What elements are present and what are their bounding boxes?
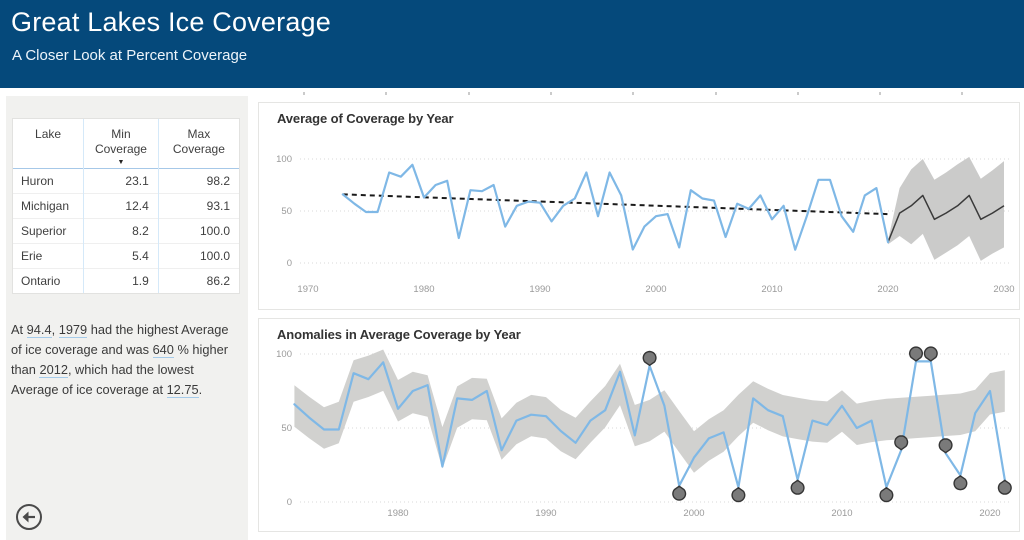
y-tick-label: 0: [287, 258, 292, 269]
ruler-mark: [467, 92, 470, 95]
anomaly-marker[interactable]: [672, 485, 687, 501]
insight-value: 12.75: [166, 382, 199, 398]
x-tick-label: 2000: [683, 508, 704, 519]
column-header-label: Min Coverage: [94, 127, 147, 156]
lake-coverage-table: Lake Min Coverage ▼ Max Coverage Huron 23.1 9…: [13, 119, 239, 293]
ruler-mark: [549, 92, 552, 95]
table-cell: 5.4: [83, 243, 159, 269]
table-cell: Michigan: [21, 199, 70, 213]
anomaly-marker[interactable]: [731, 486, 746, 503]
table-row-huron[interactable]: Huron 23.1 98.2: [13, 168, 239, 194]
canvas-ruler-marks: [258, 92, 1020, 96]
column-header-min-coverage[interactable]: Min Coverage ▼: [83, 119, 159, 169]
table-cell: Ontario: [21, 274, 61, 288]
table-cell: Huron: [21, 174, 54, 188]
table-cell: 8.2: [83, 218, 159, 244]
table-cell: 93.1: [157, 193, 239, 219]
anomaly-marker[interactable]: [938, 438, 953, 454]
forecast-confidence-band: [888, 156, 1004, 261]
x-tick-label: 2010: [761, 284, 782, 295]
insight-text: .: [198, 382, 203, 397]
ruler-mark: [385, 92, 388, 95]
y-tick-label: 100: [276, 349, 292, 360]
left-sidebar: Lake Min Coverage ▼ Max Coverage Huron 23.1 9…: [6, 96, 248, 540]
x-tick-label: 1990: [535, 508, 556, 519]
column-header-lake[interactable]: Lake: [13, 119, 84, 169]
anomaly-marker[interactable]: [923, 346, 938, 362]
column-header-label: Max Coverage: [172, 127, 225, 156]
table-row-ontario[interactable]: Ontario 1.9 86.2: [13, 268, 239, 293]
insight-text: had the highest Average of ice coverage …: [11, 322, 229, 357]
table-cell: Superior: [21, 224, 67, 238]
report-header: Great Lakes Ice Coverage A Closer Look a…: [0, 0, 1024, 88]
page-title: Great Lakes Ice Coverage: [11, 7, 331, 37]
x-tick-label: 1990: [529, 284, 550, 295]
y-tick-label: 50: [281, 206, 292, 217]
coverage-line: [341, 163, 890, 251]
ruler-mark: [879, 92, 882, 95]
sort-descending-icon[interactable]: ▼: [117, 159, 125, 166]
anomaly-marker[interactable]: [790, 479, 805, 495]
anomaly-marker[interactable]: [879, 486, 894, 503]
x-tick-label: 2030: [993, 284, 1014, 295]
forecast-line: [887, 194, 1005, 243]
column-header-label: Lake: [35, 127, 62, 141]
anomaly-marker[interactable]: [894, 435, 909, 451]
insight-text: , which had the lowest Average of ice co…: [11, 362, 194, 397]
y-tick-label: 0: [287, 497, 292, 508]
coverage-by-year-chart-card: Average of Coverage by Year 0 50 100 1970 19…: [258, 102, 1020, 310]
x-tick-label: 1980: [413, 284, 434, 295]
page-subtitle: A Closer Look at Percent Coverage: [12, 47, 248, 64]
x-tick-label: 1970: [297, 284, 318, 295]
anomaly-marker[interactable]: [909, 346, 923, 362]
column-header-max-coverage[interactable]: Max Coverage: [157, 119, 239, 169]
chart1-title: Average of Coverage by Year: [277, 111, 454, 126]
table-cell: 98.2: [157, 168, 239, 194]
table-cell: 23.1: [83, 168, 159, 194]
table-row-superior[interactable]: Superior 8.2 100.0: [13, 218, 239, 244]
table-header: Lake Min Coverage ▼ Max Coverage: [13, 119, 239, 169]
anomalies-chart-card: Anomalies in Average Coverage by Year 0 5…: [258, 318, 1020, 532]
smart-narrative-text: At 94.4, 1979 had the highest Average of…: [11, 320, 241, 400]
table-cell: 100.0: [157, 243, 239, 269]
ruler-mark: [714, 92, 717, 95]
chart2-title: Anomalies in Average Coverage by Year: [277, 327, 521, 342]
table-row-michigan[interactable]: Michigan 12.4 93.1: [13, 193, 239, 219]
y-tick-label: 50: [281, 423, 292, 434]
insight-text: ,: [51, 322, 59, 337]
insight-value: 1979: [58, 322, 88, 338]
table-cell: 86.2: [157, 268, 239, 293]
lake-coverage-table-card: Lake Min Coverage ▼ Max Coverage Huron 23.1 9…: [12, 118, 240, 294]
ruler-mark: [303, 92, 305, 95]
coverage-by-year-chart[interactable]: 0 50 100 1970 1980 1990 2000 2010 2020 2030: [259, 103, 1019, 309]
y-tick-label: 100: [276, 154, 292, 165]
table-cell: Erie: [21, 249, 43, 263]
x-tick-label: 1980: [387, 508, 408, 519]
ruler-mark: [796, 92, 799, 95]
expected-range-band: [294, 349, 1005, 473]
x-tick-label: 2020: [979, 508, 1000, 519]
anomaly-marker[interactable]: [642, 350, 657, 367]
insight-value: 640: [152, 342, 174, 358]
back-button[interactable]: [14, 502, 44, 532]
table-row-erie[interactable]: Erie 5.4 100.0: [13, 243, 239, 269]
table-cell: 1.9: [83, 268, 159, 293]
anomaly-marker[interactable]: [997, 479, 1012, 495]
trend-line: [342, 193, 889, 216]
table-cell: 12.4: [83, 193, 159, 219]
insight-value: 94.4: [26, 322, 52, 338]
table-body: Huron 23.1 98.2 Michigan 12.4 93.1 Superior 8.2…: [13, 168, 239, 293]
insight-value: 2012: [39, 362, 68, 378]
insight-text: At: [11, 322, 27, 337]
x-tick-label: 2000: [645, 284, 666, 295]
insight-text: % higher than: [11, 342, 228, 377]
circled-left-arrow-icon: [16, 504, 42, 530]
ruler-mark: [961, 92, 964, 95]
x-tick-label: 2010: [831, 508, 852, 519]
ruler-mark: [632, 92, 635, 95]
anomalies-chart[interactable]: 0 50 100 1980 1990 2000 2010 2020: [259, 319, 1019, 531]
table-cell: 100.0: [157, 218, 239, 244]
x-tick-label: 2020: [877, 284, 898, 295]
anomaly-marker[interactable]: [953, 475, 968, 491]
